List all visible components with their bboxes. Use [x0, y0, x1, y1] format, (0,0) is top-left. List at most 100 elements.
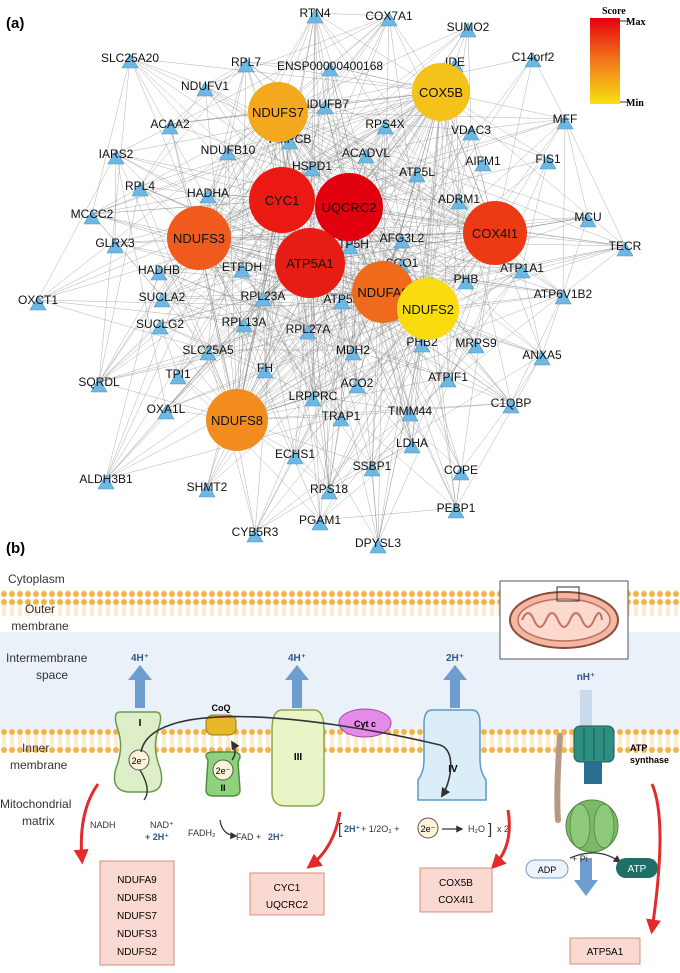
network-edge [91, 57, 131, 215]
network-node-pgam1: PGAM1 [299, 513, 341, 531]
gene-cox4i1: COX4I1 [438, 895, 474, 906]
node-label: NDUFB7 [301, 97, 349, 111]
network-node-c14orf2: C14orf2 [512, 50, 555, 68]
network-edge [227, 91, 442, 151]
node-triangle [304, 391, 322, 407]
node-triangle [408, 167, 426, 183]
node-label: VDAC3 [451, 123, 491, 137]
network-edge [349, 243, 467, 280]
network-node-cope: COPE [444, 463, 478, 481]
network-node-hadha: HADHA [187, 186, 229, 204]
electron-flow-line [140, 715, 452, 798]
gene-ndufs7: NDUFS7 [117, 911, 157, 922]
network-edge [312, 298, 343, 397]
network-edge [311, 152, 367, 167]
network-node-aldh3b1: ALDH3B1 [79, 472, 133, 490]
node-triangle [254, 291, 272, 307]
network-node-rpl27a: RPL27A [286, 322, 331, 340]
node-label: LDHA [396, 436, 428, 450]
node-triangle [474, 156, 492, 172]
network-edge [159, 323, 266, 369]
node-label: COX7A1 [365, 9, 413, 23]
network-edge [562, 216, 589, 295]
node-triangle [233, 262, 251, 278]
node-triangle [344, 345, 362, 361]
network-edge [139, 85, 206, 187]
network-edge [455, 354, 543, 509]
network-edge [264, 111, 279, 369]
node-label: SLC25A20 [101, 51, 159, 65]
network-edge [371, 465, 379, 544]
network-edge [227, 149, 238, 421]
network-edge [198, 91, 442, 239]
network-edge [294, 308, 429, 455]
network-node-rtn4: RTN4 [299, 6, 331, 24]
node-label: RPL27A [286, 322, 331, 336]
node-label: ATP6V1B2 [534, 287, 593, 301]
node-triangle [467, 338, 485, 354]
node-triangle [153, 292, 171, 308]
network-edge [236, 291, 384, 421]
network-edge [91, 213, 209, 351]
panel-a-label: (a) [6, 15, 24, 32]
node-triangle [556, 114, 574, 130]
proton-label-atp: nH⁺ [577, 672, 596, 683]
network-edge [243, 15, 390, 323]
network-edge [37, 299, 245, 323]
node-label: ADRM1 [438, 192, 480, 206]
node-label: ACAA2 [150, 117, 190, 131]
node-triangle [401, 406, 419, 422]
network-edge [384, 123, 467, 280]
network-node-cox7a1: COX7A1 [365, 9, 413, 27]
network-edge [314, 12, 326, 105]
node-triangle [196, 81, 214, 97]
network-edge [311, 129, 472, 167]
hub-node-cox5b: COX5B [412, 63, 470, 121]
network-edge [262, 295, 296, 455]
network-edge [314, 12, 390, 17]
network-node-c1qbp: C1QBP [491, 396, 531, 414]
network-edge [328, 308, 429, 490]
hub-circle [167, 206, 231, 270]
network-edge [98, 185, 141, 383]
network-edge [161, 266, 243, 298]
network-edge [161, 291, 384, 298]
network-node-vdac3: VDAC3 [451, 123, 491, 141]
network-edge [37, 299, 209, 351]
network-edge [243, 321, 342, 417]
node-triangle [131, 181, 149, 197]
node-label: TIMM44 [388, 404, 432, 418]
node-triangle [462, 125, 480, 141]
network-edge [158, 269, 245, 323]
network-edge [312, 395, 411, 412]
network-node-mrps9: MRPS9 [455, 336, 497, 354]
network-node-slc25a20: SLC25A20 [101, 51, 159, 69]
network-edge [460, 402, 512, 471]
complex-iv-label: IV [448, 764, 458, 775]
network-node-fh: FH [256, 361, 274, 379]
node-label: ATP5L [399, 165, 435, 179]
network-edge [521, 267, 543, 356]
node-label: ALDH3B1 [79, 472, 133, 486]
network-edge [161, 296, 245, 323]
node-label: MRPS9 [455, 336, 497, 350]
gene-ndufa9: NDUFA9 [117, 875, 157, 886]
gene-cyc1: CYC1 [274, 883, 301, 894]
hub-node-ndufs7: NDUFS7 [248, 82, 308, 142]
node-triangle [341, 239, 359, 255]
node-label: MCU [574, 210, 601, 224]
network-edge [159, 295, 264, 325]
mitochondrion-inset [499, 580, 629, 660]
network-edge [158, 269, 449, 378]
node-triangle [316, 99, 334, 115]
node-label: AFG3L2 [380, 231, 425, 245]
proton-arrows: 4H⁺ 4H⁺ 2H⁺ nH⁺ [128, 653, 598, 896]
node-triangle [83, 209, 101, 225]
node-label: ATP1A1 [500, 261, 544, 275]
water-proton-label: 2H⁺ [344, 824, 361, 834]
network-edge [411, 91, 442, 444]
node-label: HADHA [187, 186, 229, 200]
node-triangle [299, 324, 317, 340]
node-triangle [106, 238, 124, 254]
node-triangle [246, 527, 264, 543]
